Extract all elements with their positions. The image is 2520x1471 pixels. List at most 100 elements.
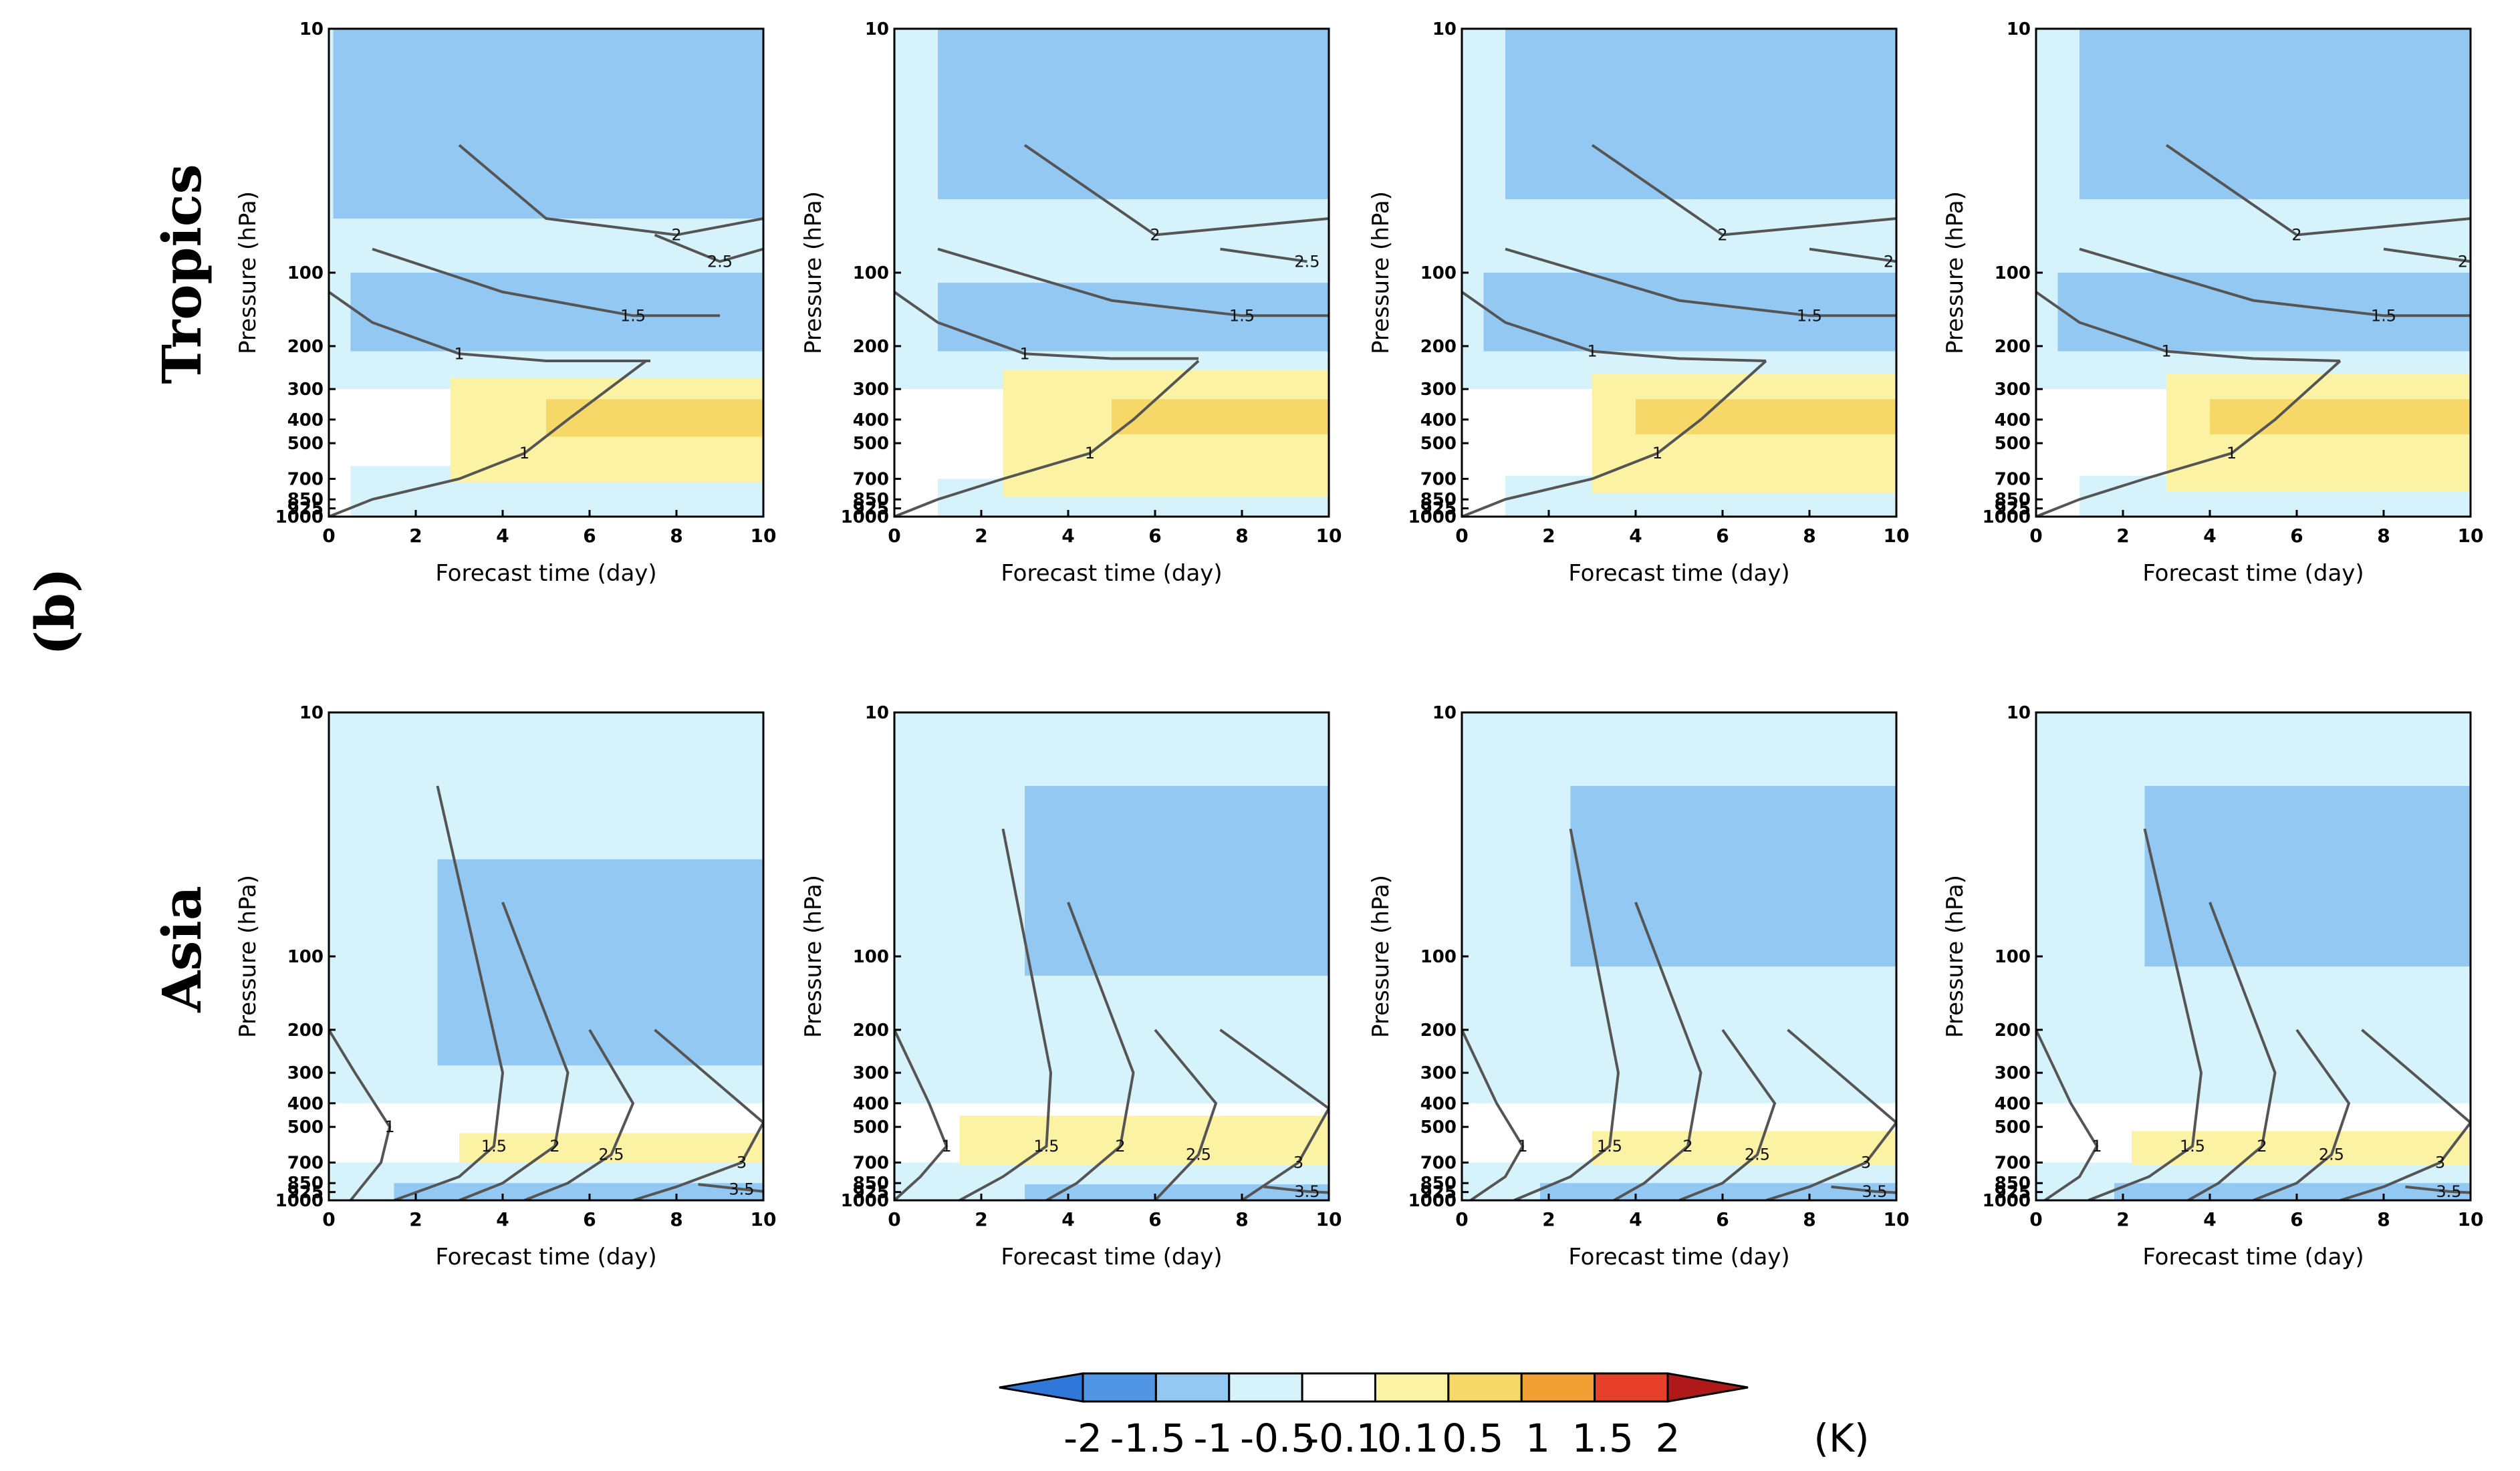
y-tick-label: 300 bbox=[287, 1063, 324, 1083]
y-tick-label: 200 bbox=[1995, 337, 2031, 357]
plot-area: 1 1.5 2 2.5 1 bbox=[1462, 29, 1896, 517]
shading-region bbox=[2144, 785, 2471, 967]
contour-label: 2 bbox=[2257, 1137, 2267, 1156]
x-axis-label: Forecast time (day) bbox=[2142, 1244, 2364, 1271]
y-tick-label: 200 bbox=[853, 1021, 889, 1041]
y-tick-label: 400 bbox=[287, 1094, 324, 1114]
y-tick-label: 1000 bbox=[841, 507, 889, 527]
y-tick-label: 100 bbox=[1995, 947, 2031, 967]
panel-tropics-1: 1 1.5 2 2.5 1 10 100 200 300 400 500 70085092510000… bbox=[235, 19, 776, 587]
contour-line bbox=[329, 1029, 392, 1200]
plot-area: 1 1.5 2 2.5 1 bbox=[2036, 29, 2483, 517]
contour-label: 1 bbox=[1019, 344, 1029, 363]
contour-label: 2.5 bbox=[2458, 252, 2483, 271]
contour-label: 1 bbox=[2161, 342, 2171, 361]
y-tick-label: 925 bbox=[1995, 499, 2031, 519]
x-tick-label: 10 bbox=[751, 525, 777, 547]
panel-asia-2: 1 1.5 2 2.5 33.51010020030040050070085092510… bbox=[800, 703, 1342, 1271]
contour-label: 3.5 bbox=[1294, 1182, 1319, 1201]
y-tick-label: 1000 bbox=[841, 1191, 889, 1211]
colorbar-label: 1 bbox=[1525, 1416, 1550, 1461]
y-tick-label: 200 bbox=[287, 337, 324, 357]
shading-region bbox=[1570, 785, 1896, 967]
colorbar: -2 -1.5 -1 -0.5-0.10.1 0.5 1 1.5 2 (K) bbox=[999, 1372, 1870, 1461]
contour-line bbox=[1462, 291, 1767, 362]
colorbar-segment bbox=[1594, 1372, 1669, 1403]
shading-region bbox=[333, 29, 763, 219]
panel-asia-3: 1 1.5 2 2.5 33.51010020030040050070085092510… bbox=[1368, 703, 1909, 1271]
x-tick-label: 4 bbox=[1061, 1208, 1074, 1230]
y-tick-label: 700 bbox=[1420, 1153, 1457, 1173]
y-tick-label: 500 bbox=[1420, 1117, 1457, 1138]
plot-area: 1 1.5 2 2.5 3 3.5 bbox=[2036, 712, 2471, 1200]
y-tick-label: 200 bbox=[1995, 1021, 2031, 1041]
panel-tropics-4: 1 1.5 2 2.5 1 10 100 200 300 400 500 70085092510000… bbox=[1942, 19, 2483, 587]
y-tick-label: 925 bbox=[853, 499, 889, 519]
colorbar-label: -0.1 bbox=[1305, 1416, 1380, 1461]
x-tick-label: 6 bbox=[1716, 525, 1729, 547]
y-tick-label: 100 bbox=[287, 263, 324, 283]
contour-line bbox=[329, 291, 650, 362]
contour-label: 3.5 bbox=[1862, 1182, 1887, 1201]
shading-region bbox=[959, 1115, 1329, 1166]
y-tick-label: 1000 bbox=[1983, 507, 2031, 527]
y-tick-label: 100 bbox=[1420, 947, 1457, 967]
y-tick-label: 925 bbox=[853, 1183, 889, 1203]
y-tick-label: 200 bbox=[853, 337, 889, 357]
x-tick-label: 10 bbox=[751, 1208, 777, 1230]
y-tick-label: 100 bbox=[1995, 263, 2031, 283]
contour-label: 2 bbox=[549, 1137, 559, 1156]
x-axis-label: Forecast time (day) bbox=[435, 1244, 656, 1271]
y-tick-label: 100 bbox=[853, 263, 889, 283]
colorbar-label: -1 bbox=[1194, 1416, 1233, 1461]
y-tick-label: 400 bbox=[1420, 1094, 1457, 1114]
contour-label: 2 bbox=[1150, 225, 1160, 244]
panel-tropics-3: 1 1.5 2 2.5 1 10 100 200 300 400 500 70085092510000… bbox=[1368, 19, 1909, 587]
contour-line bbox=[2088, 828, 2203, 1200]
panels-group: 11.522.511010020030040050070085092510000… bbox=[235, 19, 2483, 1271]
contour-label: 2.5 bbox=[1745, 1146, 1770, 1164]
x-tick-label: 4 bbox=[1061, 525, 1074, 547]
y-tick-label: 1000 bbox=[1408, 1191, 1457, 1211]
x-tick-label: 10 bbox=[2458, 1208, 2484, 1230]
contour-label: 3.5 bbox=[729, 1180, 754, 1198]
contour-line bbox=[1831, 1185, 1896, 1194]
y-tick-label: 500 bbox=[853, 1117, 889, 1138]
x-tick-label: 10 bbox=[1316, 1208, 1342, 1230]
shading-region bbox=[1112, 399, 1329, 434]
y-tick-label: 700 bbox=[1995, 1153, 2031, 1173]
contour-line bbox=[1513, 828, 1620, 1200]
y-tick-label: 10 bbox=[1432, 19, 1457, 39]
contour-label: 1.5 bbox=[620, 306, 646, 325]
x-tick-label: 2 bbox=[2116, 1208, 2129, 1230]
x-tick-label: 8 bbox=[670, 1208, 682, 1230]
x-tick-label: 4 bbox=[1629, 1208, 1642, 1230]
contour-label: 1 bbox=[1587, 342, 1597, 361]
x-tick-label: 8 bbox=[2377, 1208, 2390, 1230]
contour-line bbox=[1220, 247, 1307, 263]
x-tick-label: 8 bbox=[1803, 525, 1815, 547]
x-tick-label: 2 bbox=[409, 1208, 422, 1230]
contour-line bbox=[1263, 1185, 1329, 1194]
y-tick-label: 850 bbox=[287, 1174, 324, 1194]
y-tick-label: 10 bbox=[2007, 703, 2031, 723]
y-tick-label: 700 bbox=[1420, 469, 1457, 489]
y-tick-label: 700 bbox=[287, 469, 324, 489]
y-tick-label: 850 bbox=[1995, 490, 2031, 510]
x-tick-label: 8 bbox=[670, 525, 682, 547]
x-tick-label: 6 bbox=[583, 1208, 596, 1230]
y-tick-label: 400 bbox=[853, 410, 889, 430]
x-tick-label: 0 bbox=[2029, 1208, 2042, 1230]
x-tick-label: 10 bbox=[1884, 1208, 1910, 1230]
colorbar-segment bbox=[1301, 1372, 1376, 1403]
y-tick-label: 10 bbox=[1432, 703, 1457, 723]
shading-region bbox=[1483, 273, 1896, 352]
x-tick-label: 0 bbox=[888, 1208, 900, 1230]
plot-area: 1 1.5 2 2.5 3 3.5 bbox=[1462, 712, 1896, 1201]
contour-line bbox=[698, 1183, 763, 1193]
y-tick-label: 700 bbox=[853, 469, 889, 489]
contour-line bbox=[1505, 247, 1896, 317]
x-axis-label: Forecast time (day) bbox=[1001, 1244, 1222, 1271]
colorbar-label: -1.5 bbox=[1110, 1416, 1186, 1461]
contour-line bbox=[2340, 1029, 2471, 1200]
